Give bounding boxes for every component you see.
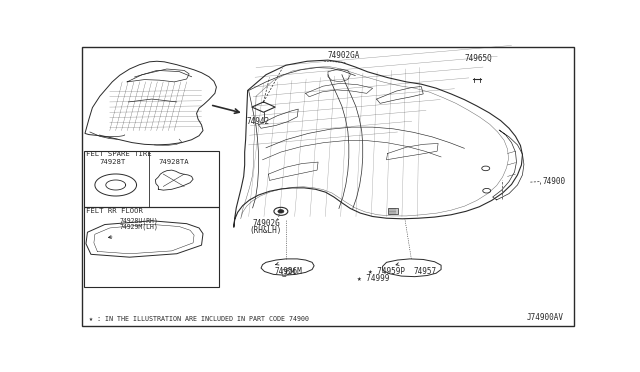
Text: 74956M: 74956M	[275, 267, 302, 276]
Text: 74902G: 74902G	[252, 219, 280, 228]
Bar	[84, 207, 219, 287]
Bar	[84, 151, 219, 207]
Text: 74900: 74900	[542, 177, 565, 186]
Text: FELT SPARE TIRE: FELT SPARE TIRE	[86, 151, 152, 157]
Text: 璕6M: 璕6M	[282, 267, 295, 276]
Text: FELT RR FLOOR: FELT RR FLOOR	[86, 208, 143, 214]
Bar	[388, 208, 399, 214]
Text: 74957: 74957	[413, 267, 436, 276]
Text: ★ 74959P: ★ 74959P	[368, 267, 405, 276]
Text: 74928T: 74928T	[99, 159, 125, 165]
Text: 74929M(LH): 74929M(LH)	[119, 223, 158, 230]
Text: 74902GA: 74902GA	[328, 51, 360, 60]
Text: 74928TA: 74928TA	[159, 159, 189, 165]
Text: 74965Q: 74965Q	[465, 54, 492, 63]
Text: 74942: 74942	[246, 117, 269, 126]
Circle shape	[278, 210, 284, 213]
Text: (RH&LH): (RH&LH)	[250, 226, 282, 235]
Text: 74928U(RH): 74928U(RH)	[119, 217, 158, 224]
Text: J74900AV: J74900AV	[527, 314, 564, 323]
Text: ★ : IN THE ILLUSTRATION ARE INCLUDED IN PART CODE 74900: ★ : IN THE ILLUSTRATION ARE INCLUDED IN …	[89, 317, 309, 323]
Text: ★ 74999: ★ 74999	[358, 274, 390, 283]
